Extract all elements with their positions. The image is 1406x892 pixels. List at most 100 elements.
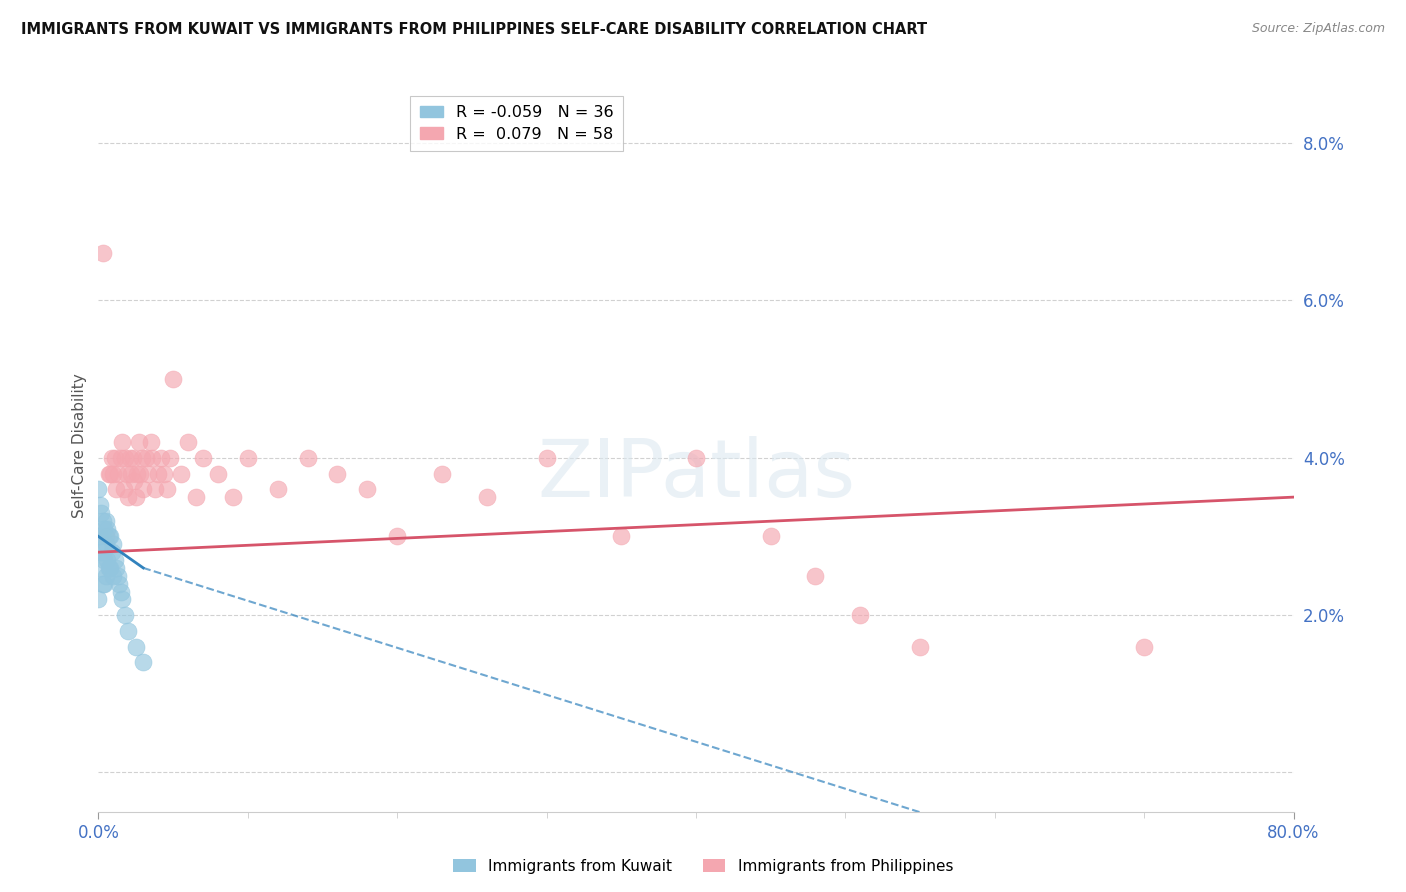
Point <box>141 450 163 465</box>
Point <box>114 608 136 623</box>
Point <box>222 490 245 504</box>
Point <box>87 592 110 607</box>
Y-axis label: Self-Care Disability: Self-Care Disability <box>72 374 87 518</box>
Point <box>94 514 117 528</box>
Point <box>118 450 141 465</box>
Point <box>685 450 707 465</box>
Legend: Immigrants from Kuwait, Immigrants from Philippines: Immigrants from Kuwait, Immigrants from … <box>447 853 959 880</box>
Point <box>111 435 134 450</box>
Point <box>107 568 129 582</box>
Point <box>117 624 139 638</box>
Point <box>153 467 176 481</box>
Point <box>475 490 498 504</box>
Point <box>111 592 134 607</box>
Point <box>759 529 782 543</box>
Point <box>91 576 114 591</box>
Point <box>101 545 124 559</box>
Point <box>159 450 181 465</box>
Point <box>87 482 110 496</box>
Point <box>110 450 132 465</box>
Point <box>105 482 128 496</box>
Point <box>297 450 319 465</box>
Point <box>89 498 111 512</box>
Point <box>98 467 122 481</box>
Point <box>98 529 122 543</box>
Point <box>107 467 129 481</box>
Point <box>104 553 127 567</box>
Point <box>110 584 132 599</box>
Point <box>536 450 558 465</box>
Point <box>127 467 149 481</box>
Point <box>610 529 633 543</box>
Point <box>120 467 142 481</box>
Point <box>162 372 184 386</box>
Text: ZIPatlas: ZIPatlas <box>537 436 855 515</box>
Point <box>169 467 191 481</box>
Text: Source: ZipAtlas.com: Source: ZipAtlas.com <box>1251 22 1385 36</box>
Point <box>135 450 157 465</box>
Point <box>143 482 166 496</box>
Point <box>89 529 111 543</box>
Point <box>117 490 139 504</box>
Point <box>1133 640 1156 654</box>
Point <box>93 553 115 567</box>
Point <box>191 450 214 465</box>
Point <box>94 568 117 582</box>
Point <box>430 467 453 481</box>
Point <box>90 506 112 520</box>
Point <box>326 467 349 481</box>
Point <box>101 450 124 465</box>
Point <box>115 467 138 481</box>
Point <box>91 545 114 559</box>
Point <box>93 522 115 536</box>
Point <box>121 450 143 465</box>
Point <box>125 640 148 654</box>
Point <box>849 608 872 623</box>
Point <box>156 482 179 496</box>
Point <box>103 467 125 481</box>
Point <box>98 561 122 575</box>
Point <box>236 450 259 465</box>
Point <box>804 568 827 582</box>
Point <box>908 640 931 654</box>
Point <box>114 450 136 465</box>
Point <box>96 522 118 536</box>
Point <box>184 490 207 504</box>
Point <box>131 450 153 465</box>
Point <box>87 529 110 543</box>
Point <box>136 467 159 481</box>
Point <box>91 514 114 528</box>
Point <box>96 553 118 567</box>
Legend: R = -0.059   N = 36, R =  0.079   N = 58: R = -0.059 N = 36, R = 0.079 N = 58 <box>411 95 623 151</box>
Point <box>207 467 229 481</box>
Point <box>177 435 200 450</box>
Point <box>103 568 125 582</box>
Point <box>97 561 120 575</box>
Point <box>267 482 290 496</box>
Point <box>128 435 150 450</box>
Point <box>139 435 162 450</box>
Point <box>125 490 148 504</box>
Point <box>94 537 117 551</box>
Point <box>124 475 146 489</box>
Point <box>89 561 111 575</box>
Point <box>132 655 155 669</box>
Point <box>104 450 127 465</box>
Point <box>385 529 409 543</box>
Point <box>97 467 120 481</box>
Point <box>129 467 152 481</box>
Point <box>91 246 114 260</box>
Text: IMMIGRANTS FROM KUWAIT VS IMMIGRANTS FROM PHILIPPINES SELF-CARE DISABILITY CORRE: IMMIGRANTS FROM KUWAIT VS IMMIGRANTS FRO… <box>21 22 927 37</box>
Point <box>97 529 120 543</box>
Point <box>93 576 115 591</box>
Point <box>356 482 378 496</box>
Point <box>90 545 112 559</box>
Point <box>148 467 170 481</box>
Point <box>103 537 125 551</box>
Point <box>150 450 173 465</box>
Point <box>132 482 155 496</box>
Point <box>112 482 135 496</box>
Point <box>108 576 131 591</box>
Point <box>105 561 128 575</box>
Point <box>94 529 117 543</box>
